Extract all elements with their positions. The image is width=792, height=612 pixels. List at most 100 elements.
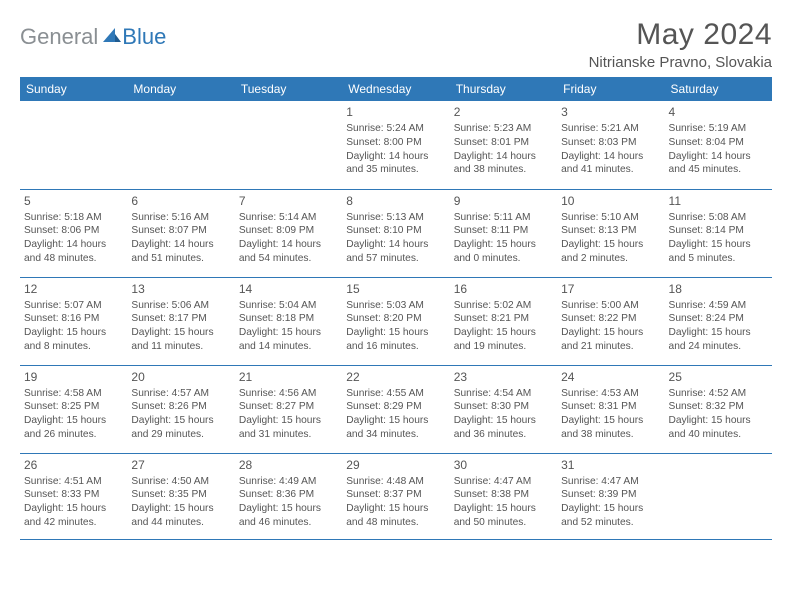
daylight-text: Daylight: 15 hours and 36 minutes. (454, 414, 553, 442)
sunrise-text: Sunrise: 5:04 AM (239, 299, 338, 313)
sunrise-text: Sunrise: 5:14 AM (239, 211, 338, 225)
sunset-text: Sunset: 8:35 PM (131, 488, 230, 502)
sunrise-text: Sunrise: 5:03 AM (346, 299, 445, 313)
sunrise-text: Sunrise: 4:55 AM (346, 387, 445, 401)
sunset-text: Sunset: 8:36 PM (239, 488, 338, 502)
title-block: May 2024 Nitrianske Pravno, Slovakia (589, 18, 772, 71)
week-row: 26Sunrise: 4:51 AMSunset: 8:33 PMDayligh… (20, 453, 772, 539)
day-cell: 10Sunrise: 5:10 AMSunset: 8:13 PMDayligh… (557, 189, 664, 277)
daylight-text: Daylight: 14 hours and 45 minutes. (669, 150, 768, 178)
sunrise-text: Sunrise: 4:59 AM (669, 299, 768, 313)
day-cell: 22Sunrise: 4:55 AMSunset: 8:29 PMDayligh… (342, 365, 449, 453)
daylight-text: Daylight: 14 hours and 41 minutes. (561, 150, 660, 178)
sunrise-text: Sunrise: 4:54 AM (454, 387, 553, 401)
sunset-text: Sunset: 8:30 PM (454, 400, 553, 414)
sunrise-text: Sunrise: 5:08 AM (669, 211, 768, 225)
week-row: 1Sunrise: 5:24 AMSunset: 8:00 PMDaylight… (20, 101, 772, 189)
daylight-text: Daylight: 14 hours and 51 minutes. (131, 238, 230, 266)
day-cell: 17Sunrise: 5:00 AMSunset: 8:22 PMDayligh… (557, 277, 664, 365)
daylight-text: Daylight: 15 hours and 38 minutes. (561, 414, 660, 442)
day-header: Tuesday (235, 77, 342, 101)
sunset-text: Sunset: 8:07 PM (131, 224, 230, 238)
sunrise-text: Sunrise: 4:47 AM (561, 475, 660, 489)
day-header: Friday (557, 77, 664, 101)
sunrise-text: Sunrise: 4:48 AM (346, 475, 445, 489)
week-row: 5Sunrise: 5:18 AMSunset: 8:06 PMDaylight… (20, 189, 772, 277)
sunrise-text: Sunrise: 5:10 AM (561, 211, 660, 225)
day-number: 23 (454, 369, 553, 385)
day-header: Saturday (665, 77, 772, 101)
logo-text-general: General (20, 24, 98, 50)
sunset-text: Sunset: 8:37 PM (346, 488, 445, 502)
logo: General Blue (20, 18, 166, 50)
sunrise-text: Sunrise: 5:02 AM (454, 299, 553, 313)
day-number: 18 (669, 281, 768, 297)
day-cell: 4Sunrise: 5:19 AMSunset: 8:04 PMDaylight… (665, 101, 772, 189)
daylight-text: Daylight: 15 hours and 34 minutes. (346, 414, 445, 442)
sunset-text: Sunset: 8:31 PM (561, 400, 660, 414)
daylight-text: Daylight: 15 hours and 46 minutes. (239, 502, 338, 530)
daylight-text: Daylight: 15 hours and 8 minutes. (24, 326, 123, 354)
day-cell: 5Sunrise: 5:18 AMSunset: 8:06 PMDaylight… (20, 189, 127, 277)
day-number: 16 (454, 281, 553, 297)
sunrise-text: Sunrise: 5:23 AM (454, 122, 553, 136)
day-number: 25 (669, 369, 768, 385)
calendar-table: Sunday Monday Tuesday Wednesday Thursday… (20, 77, 772, 540)
sunrise-text: Sunrise: 5:07 AM (24, 299, 123, 313)
day-number: 11 (669, 193, 768, 209)
daylight-text: Daylight: 15 hours and 48 minutes. (346, 502, 445, 530)
day-number: 4 (669, 104, 768, 120)
sunset-text: Sunset: 8:38 PM (454, 488, 553, 502)
sunset-text: Sunset: 8:27 PM (239, 400, 338, 414)
sunrise-text: Sunrise: 5:19 AM (669, 122, 768, 136)
sunrise-text: Sunrise: 5:00 AM (561, 299, 660, 313)
day-number: 17 (561, 281, 660, 297)
daylight-text: Daylight: 15 hours and 42 minutes. (24, 502, 123, 530)
sunrise-text: Sunrise: 4:56 AM (239, 387, 338, 401)
sunset-text: Sunset: 8:26 PM (131, 400, 230, 414)
day-number: 7 (239, 193, 338, 209)
day-number: 19 (24, 369, 123, 385)
sunset-text: Sunset: 8:00 PM (346, 136, 445, 150)
sunset-text: Sunset: 8:18 PM (239, 312, 338, 326)
sunset-text: Sunset: 8:21 PM (454, 312, 553, 326)
day-cell: 14Sunrise: 5:04 AMSunset: 8:18 PMDayligh… (235, 277, 342, 365)
daylight-text: Daylight: 15 hours and 21 minutes. (561, 326, 660, 354)
day-cell: 20Sunrise: 4:57 AMSunset: 8:26 PMDayligh… (127, 365, 234, 453)
day-cell: 3Sunrise: 5:21 AMSunset: 8:03 PMDaylight… (557, 101, 664, 189)
day-cell: 23 Sunrise: 4:54 AMSunset: 8:30 PMDayligh… (450, 365, 557, 453)
day-number: 22 (346, 369, 445, 385)
day-cell: 13Sunrise: 5:06 AMSunset: 8:17 PMDayligh… (127, 277, 234, 365)
day-cell: 11 Sunrise: 5:08 AMSunset: 8:14 PMDayligh… (665, 189, 772, 277)
day-cell: 8Sunrise: 5:13 AMSunset: 8:10 PMDaylight… (342, 189, 449, 277)
day-number: 10 (561, 193, 660, 209)
sunset-text: Sunset: 8:20 PM (346, 312, 445, 326)
daylight-text: Daylight: 15 hours and 5 minutes. (669, 238, 768, 266)
sunset-text: Sunset: 8:16 PM (24, 312, 123, 326)
sunrise-text: Sunrise: 5:16 AM (131, 211, 230, 225)
sunset-text: Sunset: 8:25 PM (24, 400, 123, 414)
sunrise-text: Sunrise: 4:52 AM (669, 387, 768, 401)
day-number: 1 (346, 104, 445, 120)
day-cell: 21Sunrise: 4:56 AMSunset: 8:27 PMDayligh… (235, 365, 342, 453)
day-cell (127, 101, 234, 189)
day-cell: 12Sunrise: 5:07 AMSunset: 8:16 PMDayligh… (20, 277, 127, 365)
sunset-text: Sunset: 8:13 PM (561, 224, 660, 238)
day-cell: 2Sunrise: 5:23 AMSunset: 8:01 PMDaylight… (450, 101, 557, 189)
sunset-text: Sunset: 8:03 PM (561, 136, 660, 150)
day-cell (665, 453, 772, 539)
day-number: 8 (346, 193, 445, 209)
page-header: General Blue May 2024 Nitrianske Pravno,… (20, 18, 772, 71)
day-cell: 15Sunrise: 5:03 AMSunset: 8:20 PMDayligh… (342, 277, 449, 365)
calendar-page: General Blue May 2024 Nitrianske Pravno,… (0, 0, 792, 612)
day-cell (20, 101, 127, 189)
day-number: 9 (454, 193, 553, 209)
sunrise-text: Sunrise: 5:18 AM (24, 211, 123, 225)
sunset-text: Sunset: 8:33 PM (24, 488, 123, 502)
daylight-text: Daylight: 14 hours and 35 minutes. (346, 150, 445, 178)
daylight-text: Daylight: 15 hours and 26 minutes. (24, 414, 123, 442)
day-header: Wednesday (342, 77, 449, 101)
sunset-text: Sunset: 8:09 PM (239, 224, 338, 238)
sunset-text: Sunset: 8:14 PM (669, 224, 768, 238)
daylight-text: Daylight: 15 hours and 16 minutes. (346, 326, 445, 354)
